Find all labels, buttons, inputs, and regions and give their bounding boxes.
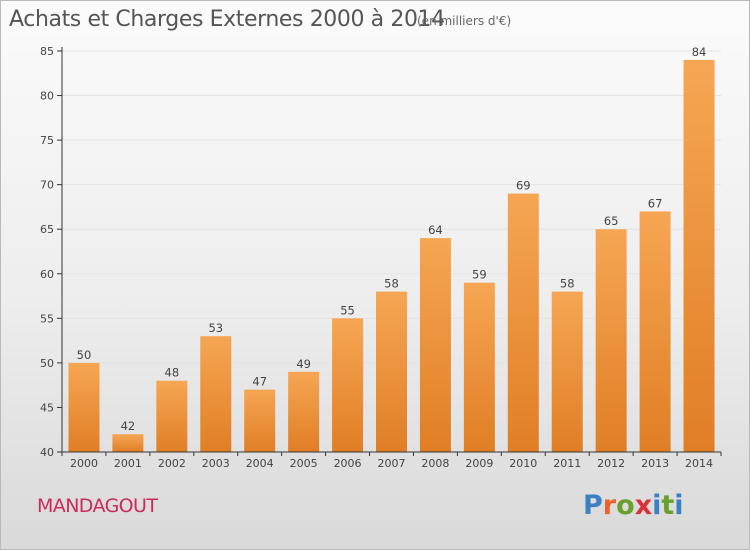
x-tick-label: 2013 — [641, 457, 669, 470]
x-tick-label: 2011 — [553, 457, 581, 470]
x-tick-label: 2004 — [246, 457, 274, 470]
x-tick-label: 2007 — [378, 457, 406, 470]
y-tick-label: 85 — [40, 45, 54, 58]
value-label: 65 — [604, 214, 619, 228]
value-label: 50 — [77, 348, 92, 362]
bar-2006 — [332, 318, 364, 452]
logo-letter: i — [652, 490, 662, 521]
value-label: 48 — [165, 366, 180, 380]
y-tick-label: 65 — [40, 223, 54, 236]
logo-letter: x — [634, 490, 653, 521]
value-label: 42 — [121, 419, 136, 433]
value-label: 58 — [560, 277, 575, 291]
y-tick-label: 80 — [40, 90, 54, 103]
chart-subtitle: (en milliers d'€) — [417, 14, 512, 28]
value-label: 69 — [516, 179, 531, 193]
axes — [57, 47, 722, 456]
logo-letter: P — [583, 490, 603, 521]
logo-letter: o — [616, 490, 635, 521]
bar-2011 — [551, 291, 583, 452]
value-label: 59 — [472, 268, 487, 282]
value-label: 64 — [428, 223, 443, 237]
x-tick-label: 2001 — [114, 457, 142, 470]
bar-2000 — [68, 362, 100, 452]
logo-letter: r — [602, 490, 617, 521]
x-tick-label: 2008 — [421, 457, 449, 470]
x-tick-label: 2003 — [202, 457, 230, 470]
x-tick-label: 2012 — [597, 457, 625, 470]
y-tick-label: 50 — [40, 357, 54, 370]
y-tick-label: 45 — [40, 401, 54, 414]
bar-2010 — [507, 193, 539, 453]
value-label: 67 — [648, 196, 663, 210]
bar-2014 — [683, 59, 715, 453]
chart-title: Achats et Charges Externes 2000 à 2014 — [9, 7, 445, 32]
bars — [68, 59, 715, 453]
y-tick-label: 70 — [40, 179, 54, 192]
bar-2004 — [244, 389, 276, 452]
y-tick-label: 75 — [40, 134, 54, 147]
y-tick-label: 60 — [40, 268, 54, 281]
bar-2003 — [200, 336, 232, 452]
value-label: 84 — [692, 45, 707, 59]
y-tick-label: 40 — [40, 446, 54, 459]
value-label: 55 — [340, 303, 355, 317]
value-label: 49 — [296, 357, 311, 371]
value-label: 47 — [252, 375, 267, 389]
value-label: 53 — [208, 321, 223, 335]
bar-2002 — [156, 380, 188, 452]
bar-2009 — [463, 282, 495, 452]
bar-2012 — [595, 229, 627, 452]
bar-2013 — [639, 211, 671, 452]
bar-2005 — [288, 371, 320, 452]
bar-2007 — [376, 291, 407, 452]
bar-2001 — [112, 434, 144, 452]
x-tick-label: 2000 — [70, 457, 98, 470]
x-tick-label: 2009 — [465, 457, 493, 470]
x-tick-label: 2006 — [334, 457, 362, 470]
x-tick-label: 2002 — [158, 457, 186, 470]
bar-2008 — [419, 238, 451, 452]
x-tick-label: 2014 — [685, 457, 713, 470]
logo-letter: t — [661, 490, 675, 521]
place-name: MANDAGOUT — [37, 495, 158, 517]
logo-letter: i — [674, 490, 684, 521]
value-label: 58 — [384, 277, 399, 291]
x-tick-label: 2005 — [290, 457, 318, 470]
y-tick-label: 55 — [40, 312, 54, 325]
labels: 40 45 50 55 60 65 70 75 80 85 50 2000 42 2001 48 2002 53… — [40, 45, 713, 470]
proxiti-logo[interactable]: Proxiti — [583, 490, 684, 521]
x-tick-label: 2010 — [509, 457, 537, 470]
